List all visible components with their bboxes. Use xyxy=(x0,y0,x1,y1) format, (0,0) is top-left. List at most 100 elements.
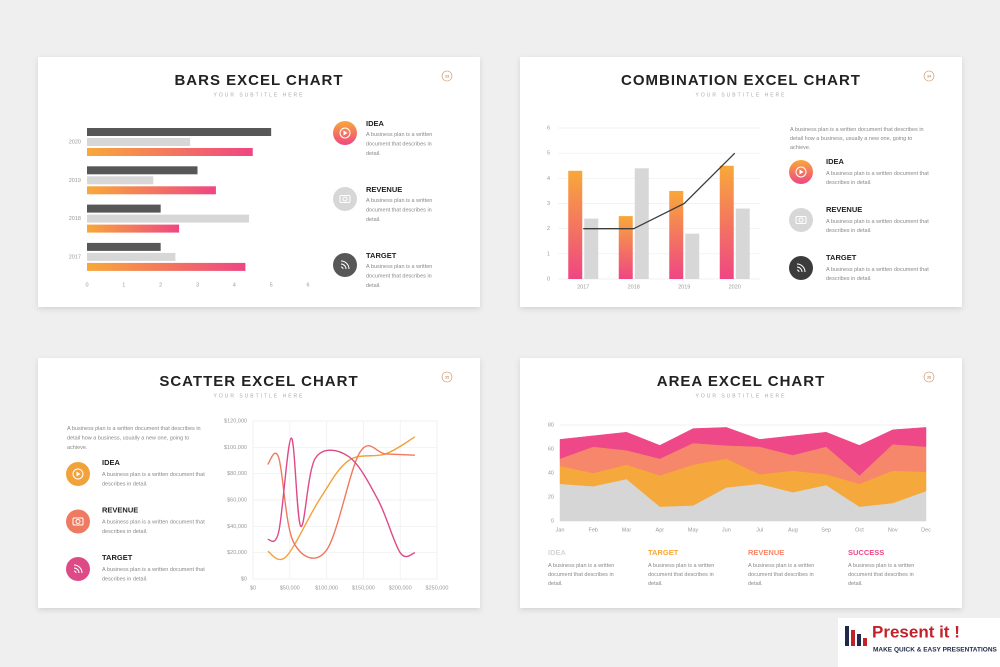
x-tick-label: May xyxy=(688,527,699,533)
x-tick-label: Feb xyxy=(589,527,598,533)
legend-name: TARGET xyxy=(648,548,679,557)
y-tick-label: 2019 xyxy=(69,178,81,184)
x-tick-label: 5 xyxy=(270,282,273,288)
bar xyxy=(735,208,750,279)
bar xyxy=(87,148,253,156)
icon-glyph xyxy=(339,127,351,139)
description: A business plan is a written document th… xyxy=(790,127,925,151)
icon-glyph xyxy=(342,196,348,202)
scatter-line xyxy=(267,436,416,561)
legend-description: A business plan is a written document th… xyxy=(826,267,930,282)
y-tick-label: 0 xyxy=(547,276,550,282)
legend-description: A business plan is a written document th… xyxy=(366,132,434,157)
bar xyxy=(719,165,734,279)
slide-subtitle: YOUR SUBTITLE HERE xyxy=(213,393,304,399)
x-tick-label: $50,000 xyxy=(280,585,300,591)
icon-glyph xyxy=(76,471,81,477)
y-tick-label: $0 xyxy=(241,576,247,582)
bar xyxy=(685,233,700,279)
y-tick-label: 6 xyxy=(547,125,550,131)
legend-description: A business plan is a written document th… xyxy=(366,198,434,223)
scatter-line xyxy=(267,437,416,558)
description: A business plan is a written document th… xyxy=(67,426,202,451)
icon-glyph xyxy=(75,519,81,524)
y-tick-label: 0 xyxy=(551,518,554,524)
legend-description: A business plan is a written document th… xyxy=(102,472,206,488)
y-tick-label: $120,000 xyxy=(224,418,247,424)
legend-description: A business plan is a written document th… xyxy=(102,520,206,536)
bar xyxy=(87,262,246,271)
icon-glyph xyxy=(72,468,84,480)
y-tick-label: 3 xyxy=(547,201,550,207)
legend-icon xyxy=(66,509,90,534)
icon-glyph xyxy=(798,217,804,223)
y-tick-label: $40,000 xyxy=(227,524,247,530)
y-tick-label: $20,000 xyxy=(227,550,247,556)
bar xyxy=(568,170,583,279)
x-tick-label: $100,000 xyxy=(315,585,338,591)
slide-title: COMBINATION EXCEL CHART xyxy=(621,72,861,89)
legend-name: IDEA xyxy=(366,119,385,128)
legend-name: TARGET xyxy=(102,553,133,562)
y-tick-label: 1 xyxy=(547,251,550,257)
y-tick-label: 60 xyxy=(548,446,554,452)
slide: COMBINATION EXCEL CHART YOUR SUBTITLE HER… xyxy=(520,57,962,307)
slide-title: AREA EXCEL CHART xyxy=(657,373,826,390)
y-tick-label: 2 xyxy=(547,226,550,232)
y-tick-label: 2017 xyxy=(69,254,81,260)
legend-description: A business plan is a written document th… xyxy=(748,563,816,587)
slide-subtitle: YOUR SUBTITLE HERE xyxy=(695,92,786,98)
legend-name: IDEA xyxy=(548,548,567,557)
x-tick-label: Apr xyxy=(656,527,665,533)
slide-number: 36 xyxy=(927,374,932,379)
x-tick-label: Aug xyxy=(788,527,798,533)
legend-name: SUCCESS xyxy=(848,548,884,557)
slide-title: SCATTER EXCEL CHART xyxy=(159,373,358,390)
x-tick-label: 2020 xyxy=(729,284,741,290)
brand-tagline: MAKE QUICK & EASY PRESENTATIONS xyxy=(873,647,998,654)
scatter-line xyxy=(267,445,415,559)
y-tick-label: 20 xyxy=(548,494,554,500)
legend-description: A business plan is a written document th… xyxy=(366,264,434,289)
icon-glyph xyxy=(343,130,348,136)
bar xyxy=(87,176,154,185)
y-tick-label: $100,000 xyxy=(224,445,247,451)
bar xyxy=(87,128,272,136)
x-tick-label: 6 xyxy=(306,282,309,288)
x-tick-label: 2019 xyxy=(678,284,690,290)
legend-name: IDEA xyxy=(826,157,845,166)
x-tick-label: 2018 xyxy=(628,284,640,290)
bar xyxy=(87,138,191,146)
x-tick-label: Mar xyxy=(622,527,632,533)
x-tick-label: 1 xyxy=(122,282,125,288)
icon-glyph xyxy=(796,263,806,273)
icon-glyph xyxy=(795,216,807,224)
slide-number-badge xyxy=(441,70,453,82)
icon-glyph xyxy=(795,166,807,178)
y-tick-label: 4 xyxy=(547,176,550,182)
slide-number: 33 xyxy=(445,73,450,78)
legend-name: IDEA xyxy=(102,458,121,467)
x-tick-label: 0 xyxy=(85,282,88,288)
bar xyxy=(87,252,176,261)
legend-name: TARGET xyxy=(366,251,397,260)
slide-number: 34 xyxy=(927,73,932,78)
x-tick-label: $150,000 xyxy=(352,585,375,591)
y-tick-label: 40 xyxy=(548,470,554,476)
legend-description: A business plan is a written document th… xyxy=(548,563,616,587)
slide-number-badge xyxy=(923,371,935,383)
y-tick-label: 80 xyxy=(548,422,554,428)
brand-name: Present it ! xyxy=(872,622,960,641)
x-tick-label: 2017 xyxy=(577,284,589,290)
line xyxy=(583,152,736,230)
legend-description: A business plan is a written document th… xyxy=(848,563,916,587)
x-tick-label: 2 xyxy=(159,282,162,288)
slide-title: BARS EXCEL CHART xyxy=(174,72,343,89)
slide-card xyxy=(38,358,480,608)
legend-name: REVENUE xyxy=(826,205,862,214)
bar xyxy=(87,166,198,175)
slide-number-badge xyxy=(923,70,935,82)
logo-bar xyxy=(857,634,861,646)
x-tick-label: Nov xyxy=(888,527,898,533)
